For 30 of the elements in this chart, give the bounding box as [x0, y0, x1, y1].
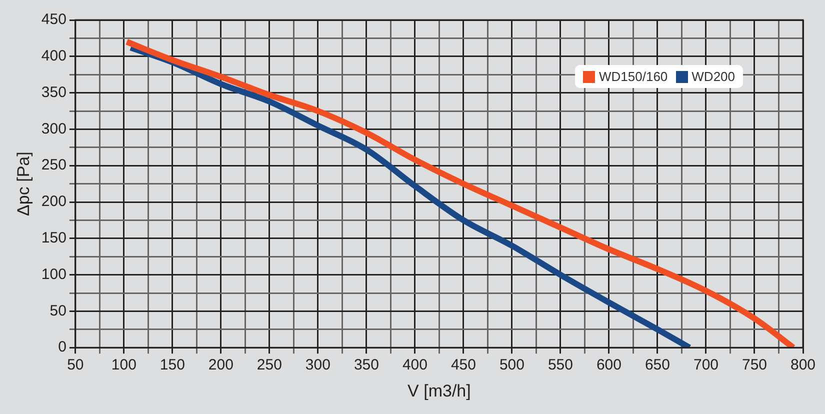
x-tick-label: 350: [354, 356, 379, 374]
y-tick-label: 200: [41, 193, 66, 210]
x-tick-label: 50: [67, 356, 84, 374]
y-tick-label: 300: [41, 120, 66, 138]
x-tick-label: 400: [402, 356, 428, 374]
x-tick-label: 500: [499, 356, 524, 374]
x-tick-label: 600: [596, 356, 622, 374]
y-tick-label: 50: [50, 302, 66, 320]
x-tick-label: 450: [450, 356, 476, 374]
y-tick-label: 150: [41, 230, 66, 247]
x-tick-label: 700: [693, 356, 719, 374]
legend-label: WD200: [692, 69, 736, 84]
x-tick-label: 200: [208, 356, 234, 374]
x-tick-label: 750: [742, 356, 768, 374]
y-tick-label: 250: [41, 156, 66, 174]
x-tick-label: 100: [111, 356, 136, 374]
x-tick-label: 800: [790, 356, 816, 374]
y-tick-label: 400: [41, 48, 66, 65]
x-axis-title: V [m3/h]: [408, 381, 471, 400]
y-tick-label: 350: [41, 84, 66, 101]
y-tick-label: 0: [58, 338, 66, 356]
y-tick-label: 450: [41, 11, 66, 28]
x-tick-label: 150: [160, 356, 185, 374]
x-tick-label: 250: [256, 356, 282, 374]
x-tick-label: 300: [305, 356, 330, 374]
y-tick-label: 100: [41, 266, 66, 283]
x-tick-label: 550: [548, 356, 573, 374]
legend-label: WD150/160: [599, 69, 668, 84]
x-tick-label: 650: [644, 356, 670, 374]
y-axis-title: Δpc [Pa]: [14, 152, 33, 216]
